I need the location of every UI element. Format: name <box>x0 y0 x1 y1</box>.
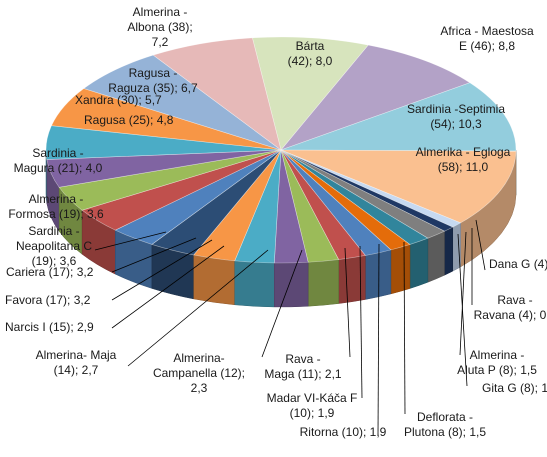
leader-line <box>459 231 467 356</box>
leader-line <box>344 247 351 358</box>
pie-slice <box>280 82 517 152</box>
leader-line <box>457 233 468 387</box>
data-label: Gita G (8); 1,5 <box>482 381 547 395</box>
slice-side <box>234 260 275 308</box>
slice-side <box>338 255 366 304</box>
data-label: Deflorata -Plutona (8); 1,5 <box>404 410 486 439</box>
slice-side <box>307 259 339 307</box>
data-label: Ragusa -Raguza (35); 6,7 <box>108 66 198 95</box>
data-label: Ritorna (10); 1,9 <box>300 425 387 439</box>
leader-line <box>403 241 406 415</box>
data-label: Xandra (30); 5,7 <box>75 93 162 107</box>
pie-tops <box>45 36 517 264</box>
data-label: Cariera (17); 3,2 <box>6 265 94 279</box>
data-label: Ragusa (25); 4,8 <box>84 113 174 127</box>
data-label: Sardinia -Magura (21); 4,0 <box>14 146 103 175</box>
leader-line <box>127 249 269 367</box>
slice-side <box>274 261 309 308</box>
leader-line <box>111 245 225 329</box>
pie-slice <box>251 36 369 151</box>
leader-line <box>261 249 303 358</box>
leader-line <box>377 243 380 437</box>
data-label: Almerina -Aluta P (8); 1,5 <box>457 348 537 377</box>
data-label: Almerika - Egloga (58); 11,0 <box>416 145 511 174</box>
data-label: Madar VI-Káča F (10); 1,9 <box>267 391 358 420</box>
leader-lines <box>94 219 486 437</box>
slice-side <box>390 244 411 295</box>
leader-line <box>94 231 167 251</box>
slice-side <box>444 226 454 276</box>
data-label: Almerina- Maja (14); 2,7 <box>36 348 117 377</box>
leader-line <box>359 245 363 399</box>
data-label: Almerina -Formosa (19); 3,6 <box>8 192 104 221</box>
leader-line <box>111 237 197 273</box>
leader-line <box>475 219 486 271</box>
data-label: Sardinia -Neapolitana C (19); 3,6 <box>16 224 92 268</box>
slice-side <box>409 237 429 289</box>
data-label: Sardinia -Septimia (54); 10,3 <box>407 102 505 131</box>
data-label: Africa - Maestosa E (46); 8,8 <box>440 24 534 53</box>
data-label: Almerina -Albona (38); 7,2 <box>127 5 192 49</box>
slice-side <box>365 249 392 300</box>
pie-slice <box>280 44 471 151</box>
pie-slice <box>152 37 282 151</box>
pie-slice <box>280 149 517 224</box>
data-label: Dana G (4); 0,8 <box>489 257 547 271</box>
data-label: Bárta (42); 8,0 <box>288 39 333 68</box>
data-label: Favora (17); 3,2 <box>5 293 91 307</box>
data-label: Rava -Ravana (4); 0,8 <box>474 293 547 322</box>
leader-line <box>111 239 213 301</box>
data-labels: Bárta (42); 8,0 Africa - Maestosa E (46); 8… <box>5 5 547 439</box>
data-label: Narcis I (15); 2,9 <box>5 320 94 334</box>
slice-side <box>427 230 445 283</box>
data-label: Rava -Maga (11); 2,1 <box>264 352 341 381</box>
data-label: Almerina-Campanella (12); 2,3 <box>153 351 245 395</box>
slice-side <box>193 254 235 306</box>
